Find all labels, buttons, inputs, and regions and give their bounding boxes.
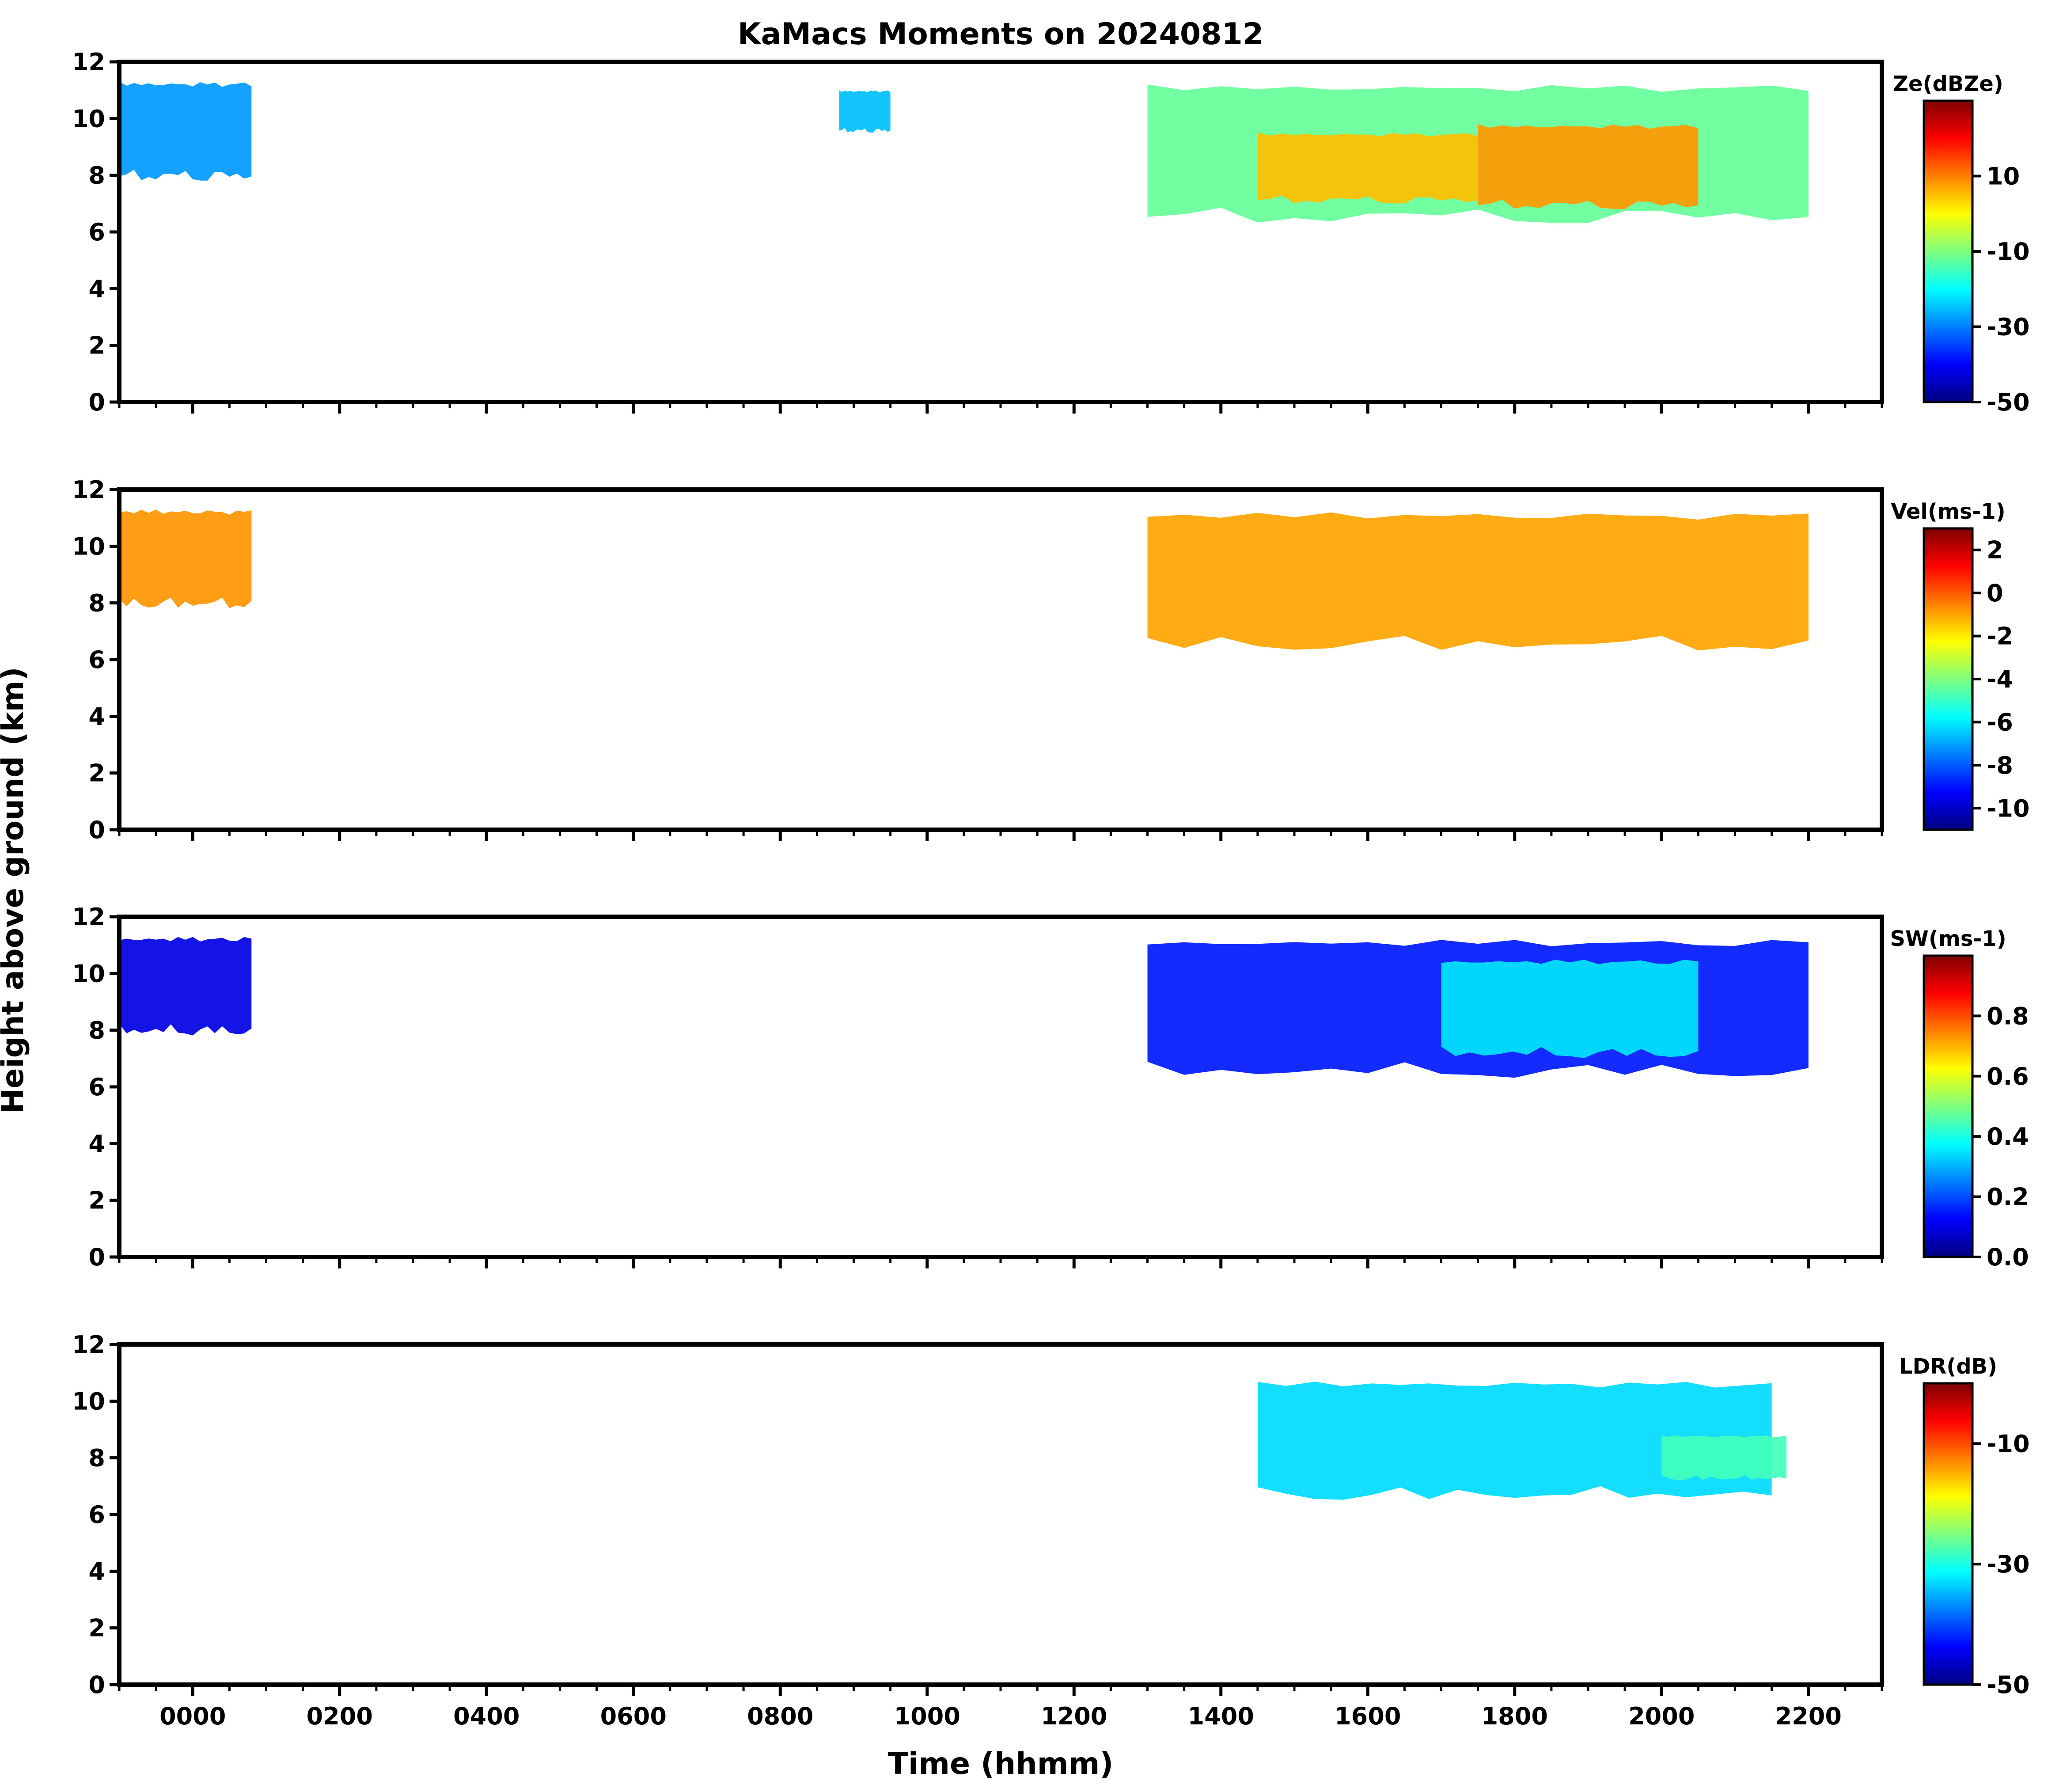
y-tick-label: 4 — [88, 1130, 105, 1158]
colorbar-vel — [1923, 527, 1974, 831]
x-tick-label: 0400 — [453, 1702, 520, 1730]
y-tick-label: 8 — [88, 1017, 105, 1044]
colorbar-tick-label: 0 — [1987, 579, 2003, 607]
colorbar-tick-label: -30 — [1987, 313, 2030, 341]
x-tick-label: 0600 — [600, 1702, 667, 1730]
x-tick-label: 0000 — [159, 1702, 226, 1730]
colorbar-sw — [1923, 954, 1974, 1258]
y-tick-label: 6 — [88, 646, 105, 674]
colorbar-tick-label: -50 — [1987, 1671, 2030, 1699]
colorbar-tick-label: 0.2 — [1987, 1183, 2029, 1211]
colorbar-tick-label: -6 — [1987, 708, 2013, 736]
radar-echo — [839, 90, 891, 133]
y-tick-label: 6 — [88, 1501, 105, 1529]
echo-layer — [1257, 1382, 1786, 1500]
x-tick-label: 1200 — [1041, 1702, 1107, 1730]
y-tick-label: 2 — [88, 1614, 105, 1642]
y-tick-label: 0 — [88, 1671, 105, 1699]
x-tick-label: 1800 — [1482, 1702, 1548, 1730]
y-tick-label: 12 — [72, 48, 105, 76]
echo-layer — [119, 509, 1809, 651]
colorbar-tick-label: -50 — [1987, 388, 2030, 416]
colorbar-ldr — [1923, 1382, 1974, 1686]
colorbar-tick-label: -8 — [1987, 752, 2013, 779]
x-tick-label: 1600 — [1335, 1702, 1401, 1730]
y-tick-label: 4 — [88, 275, 105, 303]
colorbar-tick-label: 0.4 — [1987, 1123, 2029, 1150]
y-tick-label: 2 — [88, 1187, 105, 1215]
colorbar-tick-label: 0.8 — [1987, 1002, 2029, 1030]
y-tick-label: 0 — [88, 816, 105, 844]
y-tick-label: 10 — [72, 105, 105, 133]
y-tick-label: 10 — [72, 1387, 105, 1415]
colorbar-label: LDR(dB) — [1899, 1354, 1997, 1379]
colorbar-tick-label: -10 — [1987, 1430, 2030, 1458]
radar-echo — [119, 81, 252, 181]
radar-echo — [1257, 133, 1478, 204]
y-tick-label: 6 — [88, 1073, 105, 1101]
x-axis-label: Time (hhmm) — [887, 1746, 1113, 1781]
y-axis-label: Height above ground (km) — [0, 667, 30, 1113]
radar-echo — [119, 937, 252, 1036]
x-tick-label: 1000 — [894, 1702, 960, 1730]
radar-echo — [1257, 1382, 1772, 1500]
colorbar-tick-label: 0.0 — [1987, 1243, 2029, 1271]
y-tick-label: 4 — [88, 702, 105, 730]
radar-echo — [1147, 512, 1809, 651]
y-tick-label: 8 — [88, 162, 105, 190]
y-tick-label: 12 — [72, 903, 105, 931]
x-tick-label: 1400 — [1188, 1702, 1254, 1730]
y-tick-label: 2 — [88, 759, 105, 787]
y-tick-label: 2 — [88, 332, 105, 360]
x-tick-label: 2200 — [1775, 1702, 1842, 1730]
colorbar-ze — [1923, 99, 1974, 403]
echo-layer — [119, 937, 1809, 1078]
y-tick-label: 12 — [72, 1331, 105, 1359]
colorbar-tick-label: -4 — [1987, 665, 2013, 693]
y-tick-label: 10 — [72, 532, 105, 560]
panel-vel: 0 2 4 6 8 10 12 Vel(ms-1) -10 -8 -6 -4 -2 0 2 — [72, 476, 2030, 844]
colorbar-tick-label: 2 — [1987, 536, 2003, 564]
radar-echo — [1441, 960, 1699, 1058]
colorbar-tick-label: 0.6 — [1987, 1063, 2029, 1090]
y-tick-label: 10 — [72, 960, 105, 987]
radar-echo — [119, 509, 252, 608]
y-tick-label: 0 — [88, 1243, 105, 1271]
colorbar-label: SW(ms-1) — [1890, 926, 2006, 951]
y-tick-label: 0 — [88, 388, 105, 416]
echo-layer — [119, 81, 1809, 223]
y-tick-label: 12 — [72, 476, 105, 504]
y-tick-label: 8 — [88, 589, 105, 617]
colorbar-label: Ze(dBZe) — [1893, 72, 2003, 96]
panel-ldr: 0 2 4 6 8 10 12 0000 0200 0400 0600 0800 1000 1200 140… — [72, 1331, 2030, 1730]
panel-ze: 0 2 4 6 8 10 12 Ze(dBZe) -50 -30 -10 10 — [72, 48, 2030, 416]
y-tick-label: 8 — [88, 1444, 105, 1472]
x-tick-label: 0800 — [747, 1702, 813, 1730]
colorbar-label: Vel(ms-1) — [1891, 499, 2005, 524]
y-tick-label: 4 — [88, 1557, 105, 1585]
panel-sw: 0 2 4 6 8 10 12 SW(ms-1) 0.0 0.2 0.4 0.6 0.8 — [72, 903, 2029, 1271]
chart-title: KaMacs Moments on 20240812 — [738, 17, 1263, 52]
radar-echo — [1478, 124, 1699, 209]
colorbar-tick-label: -10 — [1987, 794, 2030, 822]
y-tick-label: 6 — [88, 218, 105, 246]
colorbar-tick-label: -30 — [1987, 1550, 2030, 1578]
colorbar-tick-label: 10 — [1987, 163, 2020, 190]
colorbar-tick-label: -10 — [1987, 238, 2030, 266]
colorbar-tick-label: -2 — [1987, 623, 2013, 650]
panels: 0 2 4 6 8 10 12 Ze(dBZe) -50 -30 -10 10 0 2 4 6 8 10 12 Vel… — [72, 48, 2030, 1730]
x-tick-label: 0200 — [307, 1702, 373, 1730]
x-tick-label: 2000 — [1628, 1702, 1695, 1730]
radar-echo — [1661, 1435, 1786, 1481]
